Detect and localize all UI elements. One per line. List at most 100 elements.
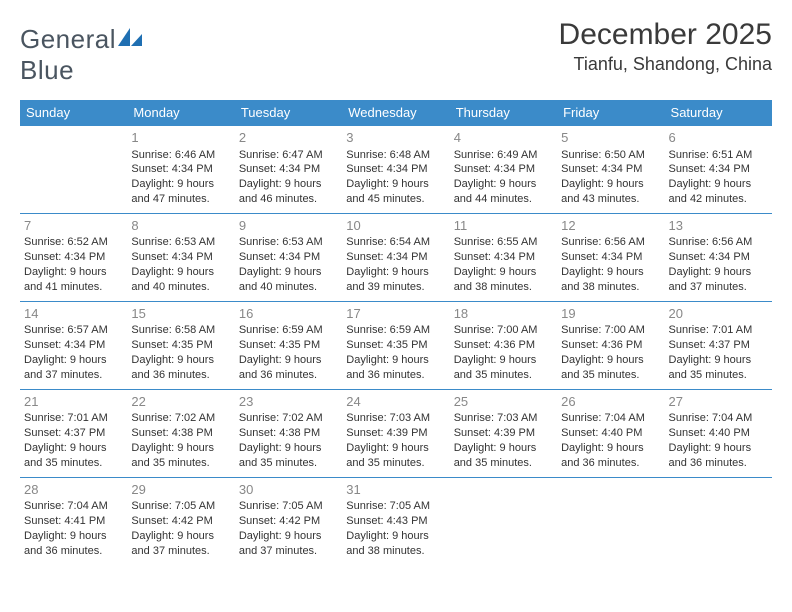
daylight-line: Daylight: 9 hours and 41 minutes.	[24, 265, 123, 295]
logo-sail-icon	[116, 24, 144, 55]
day-number: 23	[239, 393, 338, 411]
calendar-week-row: 28Sunrise: 7:04 AMSunset: 4:41 PMDayligh…	[20, 477, 772, 564]
calendar-day-cell: 5Sunrise: 6:50 AMSunset: 4:34 PMDaylight…	[557, 126, 664, 214]
day-number: 6	[669, 129, 768, 147]
sunset-line: Sunset: 4:34 PM	[131, 162, 230, 177]
sunset-line: Sunset: 4:34 PM	[561, 162, 660, 177]
calendar-day-cell: 2Sunrise: 6:47 AMSunset: 4:34 PMDaylight…	[235, 126, 342, 214]
sunrise-line: Sunrise: 7:00 AM	[454, 323, 553, 338]
day-number: 21	[24, 393, 123, 411]
daylight-line: Daylight: 9 hours and 47 minutes.	[131, 177, 230, 207]
calendar-day-cell: 14Sunrise: 6:57 AMSunset: 4:34 PMDayligh…	[20, 301, 127, 389]
day-number: 20	[669, 305, 768, 323]
calendar-day-cell: 21Sunrise: 7:01 AMSunset: 4:37 PMDayligh…	[20, 389, 127, 477]
day-header: Thursday	[450, 100, 557, 126]
calendar-day-cell: 15Sunrise: 6:58 AMSunset: 4:35 PMDayligh…	[127, 301, 234, 389]
sunset-line: Sunset: 4:34 PM	[561, 250, 660, 265]
calendar-day-cell: 22Sunrise: 7:02 AMSunset: 4:38 PMDayligh…	[127, 389, 234, 477]
calendar-day-cell	[665, 477, 772, 564]
sunset-line: Sunset: 4:34 PM	[346, 250, 445, 265]
calendar-day-cell: 20Sunrise: 7:01 AMSunset: 4:37 PMDayligh…	[665, 301, 772, 389]
sunrise-line: Sunrise: 6:48 AM	[346, 148, 445, 163]
location-text: Tianfu, Shandong, China	[559, 54, 772, 75]
daylight-line: Daylight: 9 hours and 36 minutes.	[239, 353, 338, 383]
calendar-header-row: SundayMondayTuesdayWednesdayThursdayFrid…	[20, 100, 772, 126]
calendar-week-row: 14Sunrise: 6:57 AMSunset: 4:34 PMDayligh…	[20, 301, 772, 389]
sunset-line: Sunset: 4:34 PM	[131, 250, 230, 265]
daylight-line: Daylight: 9 hours and 35 minutes.	[454, 353, 553, 383]
calendar-day-cell: 12Sunrise: 6:56 AMSunset: 4:34 PMDayligh…	[557, 213, 664, 301]
day-number: 14	[24, 305, 123, 323]
sunset-line: Sunset: 4:42 PM	[239, 514, 338, 529]
day-header: Saturday	[665, 100, 772, 126]
sunset-line: Sunset: 4:34 PM	[239, 250, 338, 265]
calendar-day-cell: 4Sunrise: 6:49 AMSunset: 4:34 PMDaylight…	[450, 126, 557, 214]
daylight-line: Daylight: 9 hours and 36 minutes.	[346, 353, 445, 383]
daylight-line: Daylight: 9 hours and 46 minutes.	[239, 177, 338, 207]
day-number: 10	[346, 217, 445, 235]
sunrise-line: Sunrise: 6:59 AM	[346, 323, 445, 338]
daylight-line: Daylight: 9 hours and 35 minutes.	[131, 441, 230, 471]
day-number: 12	[561, 217, 660, 235]
sunrise-line: Sunrise: 7:05 AM	[239, 499, 338, 514]
day-number: 24	[346, 393, 445, 411]
day-number: 11	[454, 217, 553, 235]
calendar-day-cell: 10Sunrise: 6:54 AMSunset: 4:34 PMDayligh…	[342, 213, 449, 301]
day-number: 8	[131, 217, 230, 235]
sunset-line: Sunset: 4:43 PM	[346, 514, 445, 529]
calendar-day-cell: 30Sunrise: 7:05 AMSunset: 4:42 PMDayligh…	[235, 477, 342, 564]
sunrise-line: Sunrise: 6:49 AM	[454, 148, 553, 163]
sunrise-line: Sunrise: 6:57 AM	[24, 323, 123, 338]
day-number: 7	[24, 217, 123, 235]
sunrise-line: Sunrise: 6:55 AM	[454, 235, 553, 250]
sunset-line: Sunset: 4:38 PM	[239, 426, 338, 441]
sunset-line: Sunset: 4:35 PM	[131, 338, 230, 353]
day-number: 27	[669, 393, 768, 411]
calendar-week-row: 1Sunrise: 6:46 AMSunset: 4:34 PMDaylight…	[20, 126, 772, 214]
daylight-line: Daylight: 9 hours and 35 minutes.	[561, 353, 660, 383]
day-header: Wednesday	[342, 100, 449, 126]
calendar-table: SundayMondayTuesdayWednesdayThursdayFrid…	[20, 100, 772, 565]
calendar-day-cell: 25Sunrise: 7:03 AMSunset: 4:39 PMDayligh…	[450, 389, 557, 477]
day-number: 25	[454, 393, 553, 411]
sunset-line: Sunset: 4:37 PM	[669, 338, 768, 353]
daylight-line: Daylight: 9 hours and 35 minutes.	[454, 441, 553, 471]
calendar-week-row: 7Sunrise: 6:52 AMSunset: 4:34 PMDaylight…	[20, 213, 772, 301]
header: General Blue December 2025 Tianfu, Shand…	[20, 18, 772, 86]
calendar-day-cell: 19Sunrise: 7:00 AMSunset: 4:36 PMDayligh…	[557, 301, 664, 389]
daylight-line: Daylight: 9 hours and 40 minutes.	[239, 265, 338, 295]
calendar-day-cell: 24Sunrise: 7:03 AMSunset: 4:39 PMDayligh…	[342, 389, 449, 477]
day-header: Sunday	[20, 100, 127, 126]
day-number: 16	[239, 305, 338, 323]
sunset-line: Sunset: 4:40 PM	[561, 426, 660, 441]
day-number: 18	[454, 305, 553, 323]
sunset-line: Sunset: 4:42 PM	[131, 514, 230, 529]
day-number: 22	[131, 393, 230, 411]
day-number: 13	[669, 217, 768, 235]
daylight-line: Daylight: 9 hours and 37 minutes.	[669, 265, 768, 295]
day-number: 3	[346, 129, 445, 147]
sunrise-line: Sunrise: 7:04 AM	[24, 499, 123, 514]
sunset-line: Sunset: 4:34 PM	[669, 162, 768, 177]
sunset-line: Sunset: 4:37 PM	[24, 426, 123, 441]
sunset-line: Sunset: 4:39 PM	[454, 426, 553, 441]
calendar-day-cell: 13Sunrise: 6:56 AMSunset: 4:34 PMDayligh…	[665, 213, 772, 301]
calendar-day-cell: 27Sunrise: 7:04 AMSunset: 4:40 PMDayligh…	[665, 389, 772, 477]
sunrise-line: Sunrise: 7:02 AM	[239, 411, 338, 426]
sunset-line: Sunset: 4:36 PM	[561, 338, 660, 353]
daylight-line: Daylight: 9 hours and 42 minutes.	[669, 177, 768, 207]
calendar-day-cell: 7Sunrise: 6:52 AMSunset: 4:34 PMDaylight…	[20, 213, 127, 301]
sunset-line: Sunset: 4:40 PM	[669, 426, 768, 441]
daylight-line: Daylight: 9 hours and 43 minutes.	[561, 177, 660, 207]
sunrise-line: Sunrise: 7:03 AM	[346, 411, 445, 426]
sunset-line: Sunset: 4:38 PM	[131, 426, 230, 441]
day-header: Friday	[557, 100, 664, 126]
sunrise-line: Sunrise: 7:01 AM	[24, 411, 123, 426]
calendar-day-cell: 16Sunrise: 6:59 AMSunset: 4:35 PMDayligh…	[235, 301, 342, 389]
day-number: 28	[24, 481, 123, 499]
sunset-line: Sunset: 4:34 PM	[454, 250, 553, 265]
day-number: 26	[561, 393, 660, 411]
sunset-line: Sunset: 4:34 PM	[346, 162, 445, 177]
day-number: 9	[239, 217, 338, 235]
day-header: Tuesday	[235, 100, 342, 126]
